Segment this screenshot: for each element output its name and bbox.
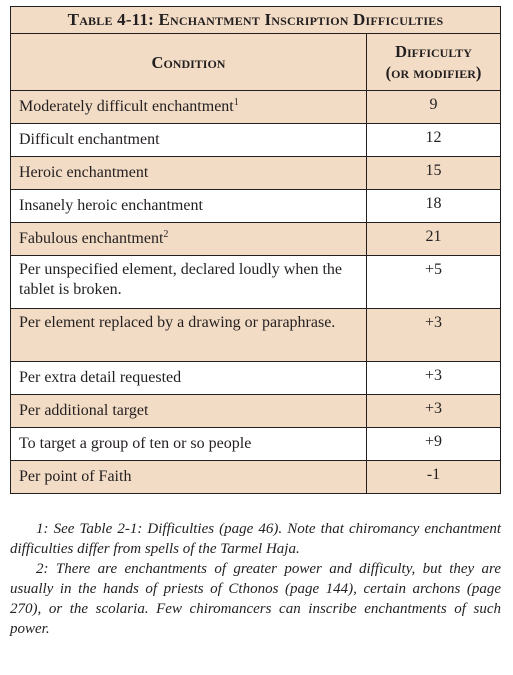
table-row: Per additional target +3 bbox=[10, 394, 501, 428]
condition-text: Heroic enchantment bbox=[19, 164, 149, 181]
table-row: Per element replaced by a drawing or par… bbox=[10, 308, 501, 362]
table-title: Table 4-11: Enchantment Inscription Diff… bbox=[10, 6, 501, 34]
footnote-marker: 1 bbox=[233, 97, 239, 108]
condition-text: To target a group of ten or so people bbox=[19, 435, 252, 452]
table-row: Insanely heroic enchantment 18 bbox=[10, 189, 501, 223]
condition-cell: Per unspecified element, declared loudly… bbox=[10, 255, 367, 309]
table-row: Difficult enchantment 12 bbox=[10, 123, 501, 157]
condition-text: Per point of Faith bbox=[19, 468, 132, 485]
condition-cell: Moderately difficult enchantment1 bbox=[10, 90, 367, 124]
condition-cell: Insanely heroic enchantment bbox=[10, 189, 367, 223]
table-row: Fabulous enchantment2 21 bbox=[10, 222, 501, 256]
condition-cell: To target a group of ten or so people bbox=[10, 427, 367, 461]
footnote-2: 2: There are enchantments of greater pow… bbox=[10, 561, 501, 637]
table-row: Per extra detail requested +3 bbox=[10, 361, 501, 395]
difficulty-cell: -1 bbox=[366, 460, 501, 494]
footnote-1: 1: See Table 2-1: Difficulties (page 46)… bbox=[10, 521, 501, 557]
difficulty-cell: +3 bbox=[366, 308, 501, 362]
condition-text: Per extra detail requested bbox=[19, 369, 182, 386]
table-row: Moderately difficult enchantment1 9 bbox=[10, 90, 501, 124]
condition-text: Moderately difficult enchantment bbox=[19, 98, 234, 115]
condition-text: Fabulous enchantment bbox=[19, 230, 164, 247]
difficulty-cell: 9 bbox=[366, 90, 501, 124]
difficulty-cell: 15 bbox=[366, 156, 501, 190]
condition-text: Insanely heroic enchantment bbox=[19, 197, 203, 214]
column-header-difficulty-line1: Difficulty bbox=[395, 42, 472, 61]
condition-cell: Per extra detail requested bbox=[10, 361, 367, 395]
table-row: Per point of Faith -1 bbox=[10, 460, 501, 494]
condition-cell: Per point of Faith bbox=[10, 460, 367, 494]
condition-text: Per additional target bbox=[19, 402, 149, 419]
column-header-condition: Condition bbox=[10, 33, 367, 91]
footnotes: 1: See Table 2-1: Difficulties (page 46)… bbox=[10, 519, 501, 639]
condition-cell: Per additional target bbox=[10, 394, 367, 428]
difficulty-table: Table 4-11: Enchantment Inscription Diff… bbox=[10, 6, 501, 494]
condition-cell: Heroic enchantment bbox=[10, 156, 367, 190]
difficulty-cell: 12 bbox=[366, 123, 501, 157]
condition-cell: Per element replaced by a drawing or par… bbox=[10, 308, 367, 362]
condition-cell: Difficult enchantment bbox=[10, 123, 367, 157]
difficulty-cell: +3 bbox=[366, 361, 501, 395]
condition-text: Difficult enchantment bbox=[19, 131, 160, 148]
difficulty-cell: 18 bbox=[366, 189, 501, 223]
footnote-marker: 2 bbox=[163, 229, 169, 240]
table-row: Heroic enchantment 15 bbox=[10, 156, 501, 190]
difficulty-cell: +9 bbox=[366, 427, 501, 461]
condition-text: Per unspecified element, declared loudly… bbox=[19, 261, 342, 298]
difficulty-cell: +5 bbox=[366, 255, 501, 309]
difficulty-cell: +3 bbox=[366, 394, 501, 428]
condition-text: Per element replaced by a drawing or par… bbox=[19, 314, 336, 331]
column-header-difficulty-line2: (or modifier) bbox=[385, 63, 482, 82]
difficulty-cell: 21 bbox=[366, 222, 501, 256]
condition-cell: Fabulous enchantment2 bbox=[10, 222, 367, 256]
table-body: Moderately difficult enchantment1 9 Diffic… bbox=[10, 90, 501, 494]
column-header-difficulty: Difficulty (or modifier) bbox=[366, 33, 501, 91]
table-row: Per unspecified element, declared loudly… bbox=[10, 255, 501, 309]
table-row: To target a group of ten or so people +9 bbox=[10, 427, 501, 461]
